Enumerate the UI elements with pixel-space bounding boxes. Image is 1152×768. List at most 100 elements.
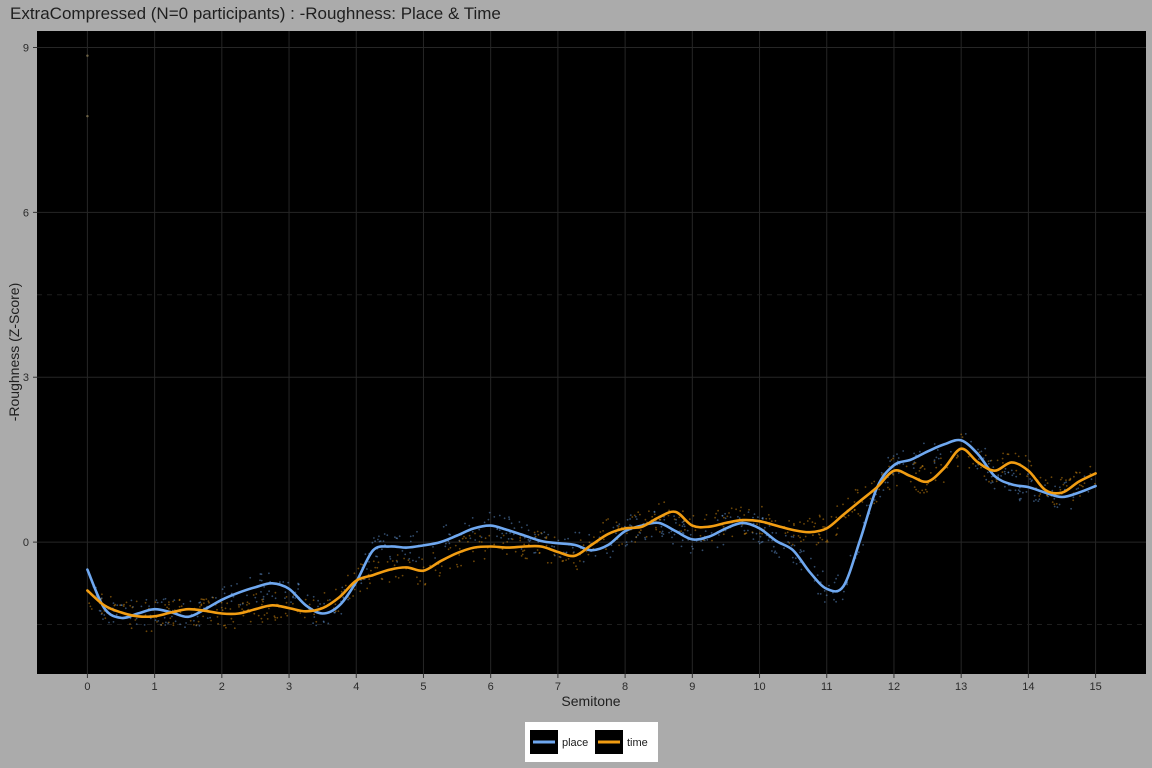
scatter-point-time [381, 578, 384, 581]
scatter-point-time [853, 501, 856, 503]
scatter-point-place [398, 535, 401, 538]
scatter-point-time [788, 520, 790, 522]
scatter-point-place [761, 517, 764, 520]
scatter-point-place [164, 624, 167, 626]
scatter-point-place [379, 540, 382, 542]
scatter-point-place [163, 616, 166, 619]
scatter-point-place [624, 545, 627, 547]
scatter-point-time [743, 533, 746, 535]
scatter-point-place [1053, 497, 1056, 500]
legend-label-place: place [562, 737, 588, 749]
scatter-point-place [543, 531, 546, 534]
scatter-point-place [681, 521, 684, 524]
scatter-point-place [182, 603, 185, 605]
scatter-point-time [89, 605, 92, 608]
scatter-point-place [767, 539, 770, 542]
scatter-point-time [582, 544, 585, 547]
scatter-point-place [682, 523, 685, 526]
scatter-point-place [259, 579, 261, 582]
scatter-point-place [464, 522, 466, 525]
scatter-point-time [659, 518, 662, 521]
scatter-point-place [879, 495, 882, 498]
scatter-point-place [434, 557, 436, 559]
scatter-point-time [1072, 499, 1075, 502]
scatter-point-time [1001, 457, 1004, 460]
scatter-point-place [418, 556, 420, 559]
scatter-point-time [237, 604, 240, 606]
scatter-point-place [843, 590, 845, 593]
scatter-point-time [334, 603, 337, 606]
scatter-point-time [461, 537, 464, 540]
scatter-point-time [836, 505, 839, 507]
scatter-point-place [171, 615, 173, 618]
scatter-point-place [333, 611, 336, 614]
scatter-point-place [432, 546, 434, 548]
scatter-point-time [263, 614, 266, 616]
scatter-point-place [364, 553, 367, 556]
scatter-point-place [644, 536, 646, 539]
scatter-point-time [645, 535, 648, 538]
scatter-point-time [546, 561, 549, 564]
scatter-point-time [164, 604, 167, 606]
scatter-point-time [602, 538, 605, 541]
scatter-point-time [114, 603, 117, 606]
scatter-point-place [260, 579, 263, 582]
scatter-point-time [195, 624, 198, 626]
scatter-point-place [140, 605, 143, 608]
scatter-point-place [716, 519, 719, 521]
scatter-point-place [488, 511, 491, 514]
scatter-point-place [778, 556, 781, 558]
scatter-point-time [484, 537, 487, 540]
scatter-point-place [145, 598, 148, 601]
scatter-point-time [449, 567, 451, 570]
scatter-point-time [626, 532, 628, 535]
scatter-point-place [835, 577, 837, 580]
scatter-point-time [545, 537, 548, 540]
scatter-point-place [157, 620, 160, 622]
scatter-point-time [276, 616, 279, 619]
scatter-point-place [1022, 491, 1024, 494]
scatter-point-time [223, 624, 225, 627]
scatter-point-time [393, 564, 396, 567]
scatter-point-time [644, 518, 647, 521]
scatter-point-time [562, 559, 565, 562]
scatter-point-time [242, 602, 244, 604]
scatter-point-time [465, 537, 467, 540]
scatter-point-place [1015, 475, 1018, 478]
scatter-point-place [923, 442, 925, 445]
scatter-point-place [1004, 485, 1006, 488]
scatter-point-time [1094, 482, 1096, 485]
scatter-point-time [638, 531, 641, 533]
scatter-point-time [172, 600, 175, 603]
scatter-point-place [496, 535, 498, 538]
scatter-point-time [156, 621, 158, 623]
scatter-point-place [772, 545, 775, 548]
scatter-point-place [681, 531, 684, 534]
scatter-point-time [576, 568, 578, 571]
scatter-point-place [700, 540, 702, 543]
scatter-point-time [312, 599, 315, 602]
scatter-point-place [790, 535, 793, 538]
scatter-point-place [718, 534, 720, 536]
scatter-point-place [268, 572, 270, 575]
scatter-point-time [715, 512, 717, 515]
scatter-point-time [101, 612, 103, 615]
scatter-point-time [991, 480, 993, 482]
scatter-point-time [633, 514, 636, 517]
scatter-point-place [505, 532, 508, 535]
x-tick-label: 14 [1022, 681, 1034, 693]
scatter-point-time [593, 536, 595, 538]
scatter-point-time [765, 517, 768, 520]
scatter-point-time [224, 624, 227, 627]
scatter-point-time [745, 532, 748, 534]
scatter-point-time [1069, 477, 1072, 480]
scatter-point-time [538, 551, 541, 554]
scatter-point-time [761, 532, 763, 535]
scatter-point-time [129, 623, 131, 625]
scatter-point-place [120, 604, 122, 606]
scatter-point-place [775, 532, 778, 534]
scatter-point-place [828, 584, 830, 587]
scatter-point-place [650, 535, 653, 538]
scatter-point-place [448, 533, 450, 536]
scatter-point-place [1000, 475, 1002, 477]
